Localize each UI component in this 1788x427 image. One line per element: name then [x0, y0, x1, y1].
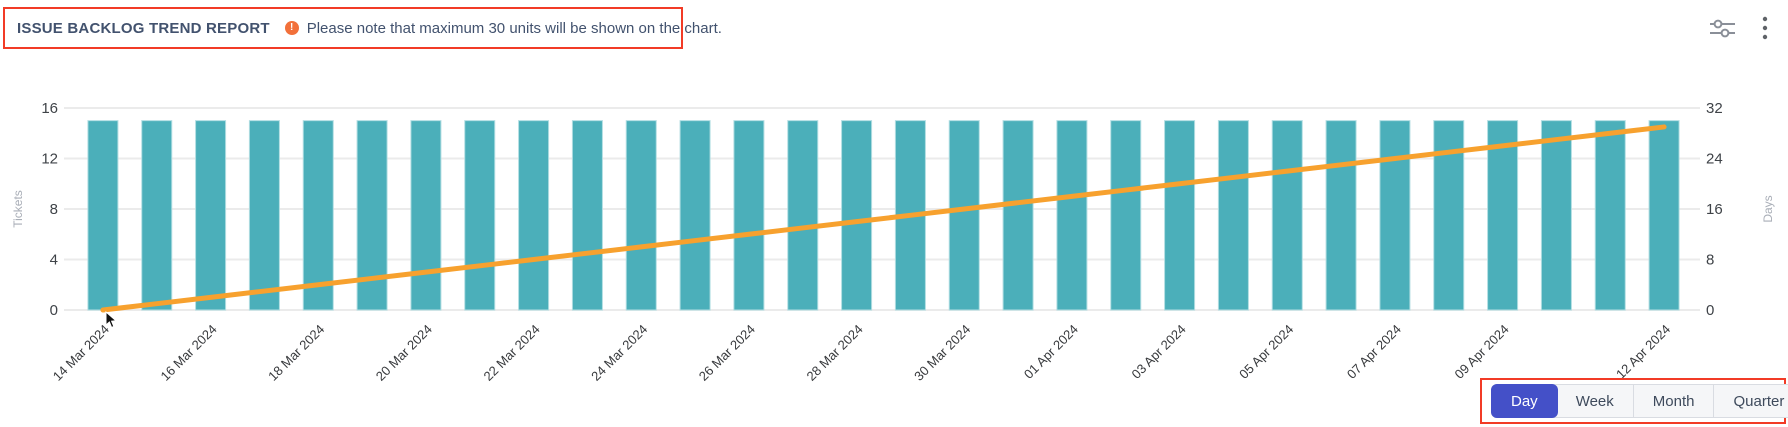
- left-axis-tick-label: 12: [41, 151, 58, 168]
- left-axis-tick-label: 16: [41, 100, 58, 117]
- right-axis-tick-label: 16: [1706, 201, 1723, 218]
- ticket-bar[interactable]: [841, 120, 873, 311]
- ticket-bar[interactable]: [1164, 120, 1196, 311]
- ticket-bar[interactable]: [787, 120, 819, 311]
- ticket-bar[interactable]: [1325, 120, 1357, 311]
- annotation-box-period-selector: Day Week Month Quarter: [1480, 378, 1788, 424]
- x-axis-label: 16 Mar 2024: [157, 322, 219, 384]
- x-axis-label: 20 Mar 2024: [373, 322, 435, 384]
- ticket-bar[interactable]: [410, 120, 442, 311]
- right-axis-tick-label: 8: [1706, 252, 1714, 269]
- max-units-note: ! Please note that maximum 30 units will…: [284, 19, 722, 37]
- ticket-bar[interactable]: [679, 120, 711, 311]
- period-button-day[interactable]: Day: [1491, 384, 1558, 418]
- ticket-bar[interactable]: [1002, 120, 1034, 311]
- x-axis-label: 22 Mar 2024: [480, 322, 542, 384]
- annotation-box-header: ISSUE BACKLOG TREND REPORT ! Please note…: [3, 7, 722, 49]
- ticket-bar[interactable]: [1217, 120, 1249, 311]
- kebab-vertical-icon: [1762, 16, 1768, 40]
- period-selector: Day Week Month Quarter: [1491, 384, 1788, 418]
- period-button-month[interactable]: Month: [1632, 385, 1714, 417]
- ticket-bar[interactable]: [1594, 120, 1626, 311]
- chart-settings-button[interactable]: [1707, 17, 1738, 40]
- max-units-note-text: Please note that maximum 30 units will b…: [306, 19, 722, 37]
- x-axis-label: 26 Mar 2024: [696, 322, 758, 384]
- days-trend-line: [100, 124, 1667, 313]
- report-title: ISSUE BACKLOG TREND REPORT: [17, 19, 270, 37]
- left-axis-tick-label: 4: [50, 252, 58, 269]
- ticket-bar[interactable]: [464, 120, 496, 311]
- ticket-bar[interactable]: [1648, 120, 1680, 311]
- ticket-bar[interactable]: [948, 120, 980, 311]
- ticket-bar[interactable]: [518, 120, 550, 311]
- sliders-icon: [1710, 19, 1735, 37]
- x-axis-label: 18 Mar 2024: [265, 322, 327, 384]
- period-button-quarter[interactable]: Quarter: [1713, 385, 1788, 417]
- x-axis-label: 12 Apr 2024: [1613, 322, 1673, 382]
- x-axis-label: 03 Apr 2024: [1129, 322, 1189, 382]
- left-axis-title: Tickets: [11, 190, 25, 228]
- x-axis-label: 07 Apr 2024: [1344, 322, 1404, 382]
- ticket-bar[interactable]: [195, 120, 227, 311]
- ticket-bar[interactable]: [1056, 120, 1088, 311]
- x-axis-label: 30 Mar 2024: [911, 322, 973, 384]
- ticket-bar[interactable]: [1540, 120, 1572, 311]
- x-axis-label: 24 Mar 2024: [588, 322, 650, 384]
- more-options-button[interactable]: [1760, 14, 1770, 42]
- right-axis-title: Days: [1761, 195, 1775, 222]
- ticket-bar[interactable]: [87, 120, 119, 311]
- ticket-bar[interactable]: [1110, 120, 1142, 311]
- period-button-week[interactable]: Week: [1557, 385, 1633, 417]
- ticket-bar[interactable]: [625, 120, 657, 311]
- ticket-bar[interactable]: [302, 120, 334, 311]
- x-axis-label: 09 Apr 2024: [1452, 322, 1512, 382]
- mouse-cursor: [105, 311, 118, 329]
- ticket-bar[interactable]: [1271, 120, 1303, 311]
- x-axis-label: 28 Mar 2024: [803, 322, 865, 384]
- chart-toolbar: [1707, 14, 1770, 42]
- right-axis-tick-label: 0: [1706, 302, 1714, 319]
- ticket-bar[interactable]: [248, 120, 280, 311]
- right-axis-tick-label: 24: [1706, 151, 1723, 168]
- ticket-bar[interactable]: [1487, 120, 1519, 311]
- ticket-bar[interactable]: [1379, 120, 1411, 311]
- warning-icon: !: [284, 21, 299, 35]
- x-axis-label: 05 Apr 2024: [1236, 322, 1296, 382]
- x-axis-label: 01 Apr 2024: [1021, 322, 1081, 382]
- right-axis-tick-label: 32: [1706, 100, 1723, 117]
- ticket-bar[interactable]: [733, 120, 765, 311]
- x-axis-label: 14 Mar 2024: [50, 322, 112, 384]
- left-axis-tick-label: 8: [50, 201, 58, 218]
- ticket-bar[interactable]: [141, 120, 173, 311]
- ticket-bar[interactable]: [571, 120, 603, 311]
- left-axis-tick-label: 0: [50, 302, 58, 319]
